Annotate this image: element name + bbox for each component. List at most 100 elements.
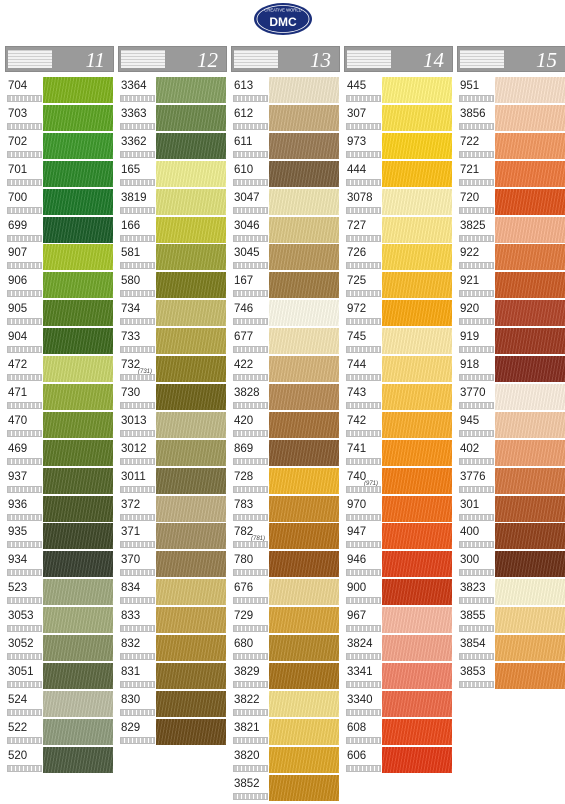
color-entry: 720 [457, 188, 565, 215]
color-entry: 3854 [457, 634, 565, 661]
color-entry: 680 [231, 634, 340, 661]
color-entry: 905 [5, 299, 114, 327]
color-code: 606 [347, 749, 367, 762]
color-entry: 744 [344, 355, 453, 382]
code-strip [459, 150, 494, 158]
color-code: 937 [8, 470, 28, 483]
color-swatch [43, 132, 113, 159]
color-code: 3046 [234, 219, 260, 232]
code-strip [7, 708, 42, 716]
color-code: 3052 [8, 638, 34, 650]
code-strip [346, 122, 381, 130]
color-code: 444 [347, 163, 367, 176]
color-entry: 402 [457, 439, 565, 466]
color-code: 919 [460, 331, 480, 344]
color-entry: 726 [344, 243, 453, 271]
code-strip [120, 374, 155, 381]
color-code: 3770 [460, 386, 486, 399]
color-note: (781) [251, 536, 266, 543]
color-swatch [43, 495, 113, 522]
color-swatch [43, 523, 113, 550]
code-strip [233, 736, 268, 744]
color-swatch [43, 383, 113, 410]
column-number: 13 [310, 48, 331, 72]
color-code: 946 [347, 554, 367, 567]
color-entry: 734 [118, 299, 227, 327]
color-code: 469 [8, 442, 28, 455]
column-number: 12 [197, 48, 218, 72]
color-entry: 727 [344, 216, 453, 243]
color-code: 581 [121, 247, 141, 260]
color-swatch [269, 662, 339, 689]
code-strip [233, 122, 268, 130]
color-entry: 420 [231, 411, 340, 438]
color-entry: 967 [344, 606, 453, 634]
color-entry: 3856 [457, 104, 565, 131]
code-strip [346, 374, 381, 381]
color-entry: 3829 [231, 662, 340, 689]
code-strip [7, 122, 42, 130]
color-entry: 523 [5, 578, 114, 606]
code-strip [120, 569, 155, 577]
code-strip [459, 290, 494, 298]
column: 14 445 307 973 444 3078 727 726 725 972 745 744 743 7… [344, 46, 453, 773]
color-code: 869 [234, 442, 254, 455]
color-code: 3078 [347, 191, 373, 204]
color-code: 703 [8, 107, 28, 120]
color-entry: 445 [344, 76, 453, 103]
color-swatch [156, 495, 226, 522]
color-swatch [269, 467, 339, 494]
code-strip [459, 541, 494, 549]
color-entry: 3820 [231, 746, 340, 773]
code-strip [346, 764, 381, 772]
color-swatch [43, 216, 113, 243]
code-strip [346, 513, 381, 521]
color-entry: 3828 [231, 383, 340, 410]
color-entry: 444 [344, 160, 453, 187]
code-strip [7, 485, 42, 493]
code-strip [120, 95, 155, 102]
code-strip [346, 485, 381, 493]
code-strip [459, 262, 494, 270]
color-code: 165 [121, 163, 141, 176]
color-swatch [495, 439, 565, 466]
code-strip [346, 429, 381, 437]
color-code: 523 [8, 582, 28, 595]
color-entry: 919 [457, 327, 565, 355]
color-entry: 834 [118, 578, 227, 606]
color-entry: 3776 [457, 467, 565, 494]
color-swatch [382, 690, 452, 717]
color-swatch [269, 718, 339, 745]
color-swatch [495, 467, 565, 494]
code-strip [7, 374, 42, 381]
code-strip [459, 95, 494, 102]
color-swatch [269, 746, 339, 773]
color-swatch [495, 104, 565, 131]
code-strip [7, 541, 42, 549]
color-swatch [495, 607, 565, 634]
code-strip [233, 708, 268, 716]
color-swatch [43, 746, 113, 773]
color-entry: 606 [344, 746, 453, 773]
color-entry: 167 [231, 271, 340, 299]
color-entry: 522 [5, 718, 114, 745]
color-code: 3340 [347, 693, 373, 706]
color-swatch [156, 160, 226, 187]
code-strip [459, 318, 494, 326]
color-entry: 741 [344, 439, 453, 466]
column: 13 613 612 611 610 3047 3046 3045 167 746 677 422 38… [231, 46, 340, 801]
color-entry: 608 [344, 718, 453, 745]
color-entry: 936 [5, 495, 114, 522]
code-strip [233, 541, 268, 549]
color-swatch [43, 635, 113, 661]
code-strip [233, 569, 268, 577]
code-strip [7, 680, 42, 688]
color-entry: 746 [231, 299, 340, 327]
color-swatch [269, 244, 339, 271]
color-code: 470 [8, 414, 28, 427]
code-strip [346, 457, 381, 465]
color-swatch [156, 690, 226, 717]
color-code: 300 [460, 554, 480, 567]
color-entry: 3824 [344, 634, 453, 661]
column: 11 704 703 702 701 700 699 907 906 905 904 472 471 47… [5, 46, 114, 773]
